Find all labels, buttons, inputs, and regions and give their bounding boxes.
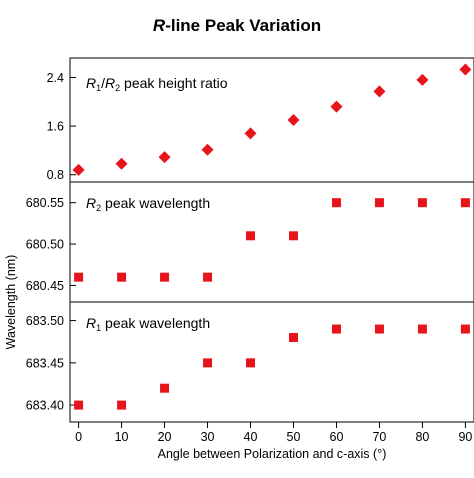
chart-title-italic: R: [153, 16, 166, 35]
panel-r2-wavelength: R2 peak wavelength 680.45 680.50 680.55: [26, 181, 474, 303]
y-tick-label: 680.55: [26, 196, 64, 210]
panel-label-rest: peak wavelength: [101, 195, 210, 211]
data-point: [416, 73, 429, 86]
data-point: [287, 114, 300, 126]
x-tick-label: 70: [372, 430, 386, 444]
x-tick-label: 30: [201, 430, 215, 444]
data-point: [117, 272, 127, 282]
x-tick-label: 0: [75, 430, 82, 444]
data-point: [74, 272, 84, 282]
data-point: [246, 358, 256, 368]
panel-label-sub: 1: [96, 323, 101, 333]
data-point: [374, 324, 384, 334]
data-point: [459, 63, 472, 76]
data-point: [460, 324, 470, 334]
y-tick-label: 0.8: [47, 168, 64, 182]
x-tick-label: 20: [158, 430, 172, 444]
panel-label-sub1: 1: [96, 83, 101, 93]
data-point: [203, 272, 213, 282]
y-tick-label: 683.50: [26, 314, 64, 328]
panel-frame: [69, 301, 474, 423]
data-point: [417, 324, 427, 334]
data-point: [288, 332, 298, 342]
y-tick-label: 680.50: [26, 238, 64, 252]
panel-label-sub2: 2: [115, 83, 120, 93]
data-point: [331, 198, 341, 208]
x-tick-label: 10: [115, 430, 129, 444]
x-tick-label: 60: [330, 430, 344, 444]
data-point: [330, 100, 343, 113]
data-point: [201, 143, 214, 156]
data-point: [244, 127, 257, 140]
x-tick-label: 40: [244, 430, 258, 444]
panel-label-rest: peak wavelength: [101, 315, 210, 331]
data-point: [203, 358, 213, 368]
y-tick-label: 683.40: [26, 399, 64, 413]
panel-label-r1: R: [86, 75, 96, 91]
y-tick-label: 683.45: [26, 356, 64, 370]
x-tick-label: 50: [287, 430, 301, 444]
data-point: [331, 324, 341, 334]
chart-title-rest: -line Peak Variation: [165, 16, 321, 35]
data-point: [74, 400, 84, 410]
data-point: [246, 231, 256, 241]
panel-label: R1 peak wavelength: [86, 315, 210, 333]
data-point: [373, 85, 386, 98]
data-point: [160, 272, 170, 282]
x-tick-label: 80: [415, 430, 429, 444]
data-point: [288, 231, 298, 241]
panel-label-sub: 2: [96, 203, 101, 213]
data-point: [460, 198, 470, 208]
data-point: [160, 383, 170, 393]
y-tick-label: 2.4: [47, 71, 64, 85]
panel-label: R2 peak wavelength: [86, 195, 210, 213]
panel-label-r2: R: [105, 75, 115, 91]
y-tick-label: 680.45: [26, 279, 64, 293]
data-point: [72, 163, 85, 176]
data-point: [417, 198, 427, 208]
x-axis-label: Angle between Polarization and c-axis (°…: [158, 447, 387, 461]
data-point: [115, 157, 128, 170]
chart-title: R-line Peak Variation: [153, 16, 321, 35]
x-axis: 0 10 20 30 40 50 60 70 80 90: [75, 422, 472, 444]
panel-label-r: R: [86, 195, 96, 211]
panel-r1-wavelength: R1 peak wavelength 683.40 683.45 683.50: [26, 301, 474, 423]
data-point: [374, 198, 384, 208]
panel-label: R1/R2 peak height ratio: [86, 75, 228, 93]
panel-label-rest: peak height ratio: [120, 75, 228, 91]
data-point: [158, 151, 171, 164]
y-axis-label: Wavelength (nm): [4, 255, 18, 350]
panel-ratio: R1/R2 peak height ratio 0.81.62.4: [47, 57, 474, 183]
panel-label-r: R: [86, 315, 96, 331]
y-tick-label: 1.6: [47, 120, 64, 134]
data-point: [117, 400, 127, 410]
panel-label-slash: /: [101, 75, 105, 91]
x-tick-label: 90: [458, 430, 472, 444]
